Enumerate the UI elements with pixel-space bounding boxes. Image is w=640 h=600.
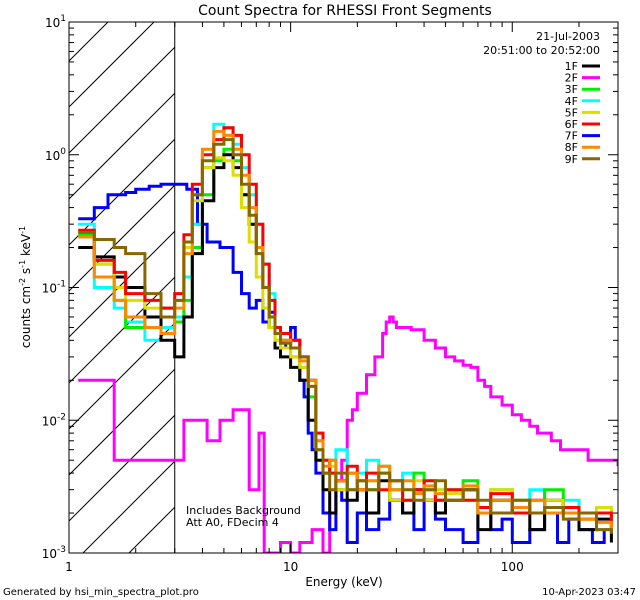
hatch-line [69, 368, 176, 476]
hatch-line [69, 138, 176, 246]
hatch-line [82, 460, 176, 553]
y-tick-labels: 10-3 10-2 10-1 100 101 [42, 14, 67, 561]
legend-label-9F: 9F [565, 153, 578, 166]
legend-label-6F: 6F [565, 118, 578, 131]
x-tick-label: 100 [501, 560, 524, 574]
annotation-attenuator: Att A0, FDecim 4 [186, 516, 279, 529]
y-tick-label: 100 [45, 147, 66, 163]
series-group [78, 122, 618, 553]
y-tick-label: 10-3 [42, 545, 66, 561]
legend-label-5F: 5F [565, 106, 578, 119]
legend-label-1F: 1F [565, 60, 578, 73]
hatch-line [69, 0, 175, 15]
chart-title: Count Spectra for RHESSI Front Segments [198, 3, 492, 19]
y-tick-label: 10-2 [42, 412, 66, 428]
y-tick-label: 101 [45, 14, 66, 30]
hatch-line [69, 46, 176, 154]
hatch-line [69, 22, 109, 62]
x-tick-labels: 1 10 100 [65, 560, 524, 574]
date-label: 21-Jul-2003 [536, 30, 600, 43]
legend-label-2F: 2F [565, 72, 578, 85]
y-axis-label: counts cm-2 s-1 keV-1 [18, 226, 33, 348]
hatch-line [69, 230, 176, 338]
series-line-2F [78, 315, 618, 553]
hatch-line [69, 22, 155, 108]
legend-label-8F: 8F [565, 141, 578, 154]
generated-by: Generated by hsi_min_spectra_plot.pro [3, 587, 199, 598]
timestamp: 10-Apr-2023 03:47 [542, 587, 636, 598]
x-axis-label: Energy (keV) [305, 575, 382, 589]
y-tick-label: 10-1 [42, 280, 66, 296]
legend-label-3F: 3F [565, 83, 578, 96]
legend-label-4F: 4F [565, 95, 578, 108]
x-tick-label: 10 [283, 560, 298, 574]
hatch-line [69, 184, 176, 292]
hatch-line [69, 414, 176, 522]
hatch-line [128, 506, 176, 553]
annotation-background: Includes Background [186, 504, 301, 517]
tick-group [68, 21, 619, 554]
series-line-9F [78, 138, 613, 534]
series-line-1F [78, 153, 613, 543]
time-range-label: 20:51:00 to 20:52:00 [483, 44, 600, 57]
legend-label-7F: 7F [565, 130, 578, 143]
x-tick-label: 1 [65, 560, 73, 574]
hatch-line [69, 92, 176, 200]
